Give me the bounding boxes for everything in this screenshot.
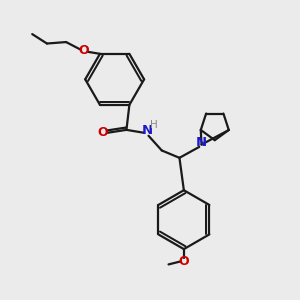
Text: O: O xyxy=(78,44,89,57)
Text: O: O xyxy=(178,255,189,268)
Text: N: N xyxy=(196,136,207,149)
Text: H: H xyxy=(150,120,158,130)
Text: N: N xyxy=(142,124,153,137)
Text: O: O xyxy=(98,126,108,139)
